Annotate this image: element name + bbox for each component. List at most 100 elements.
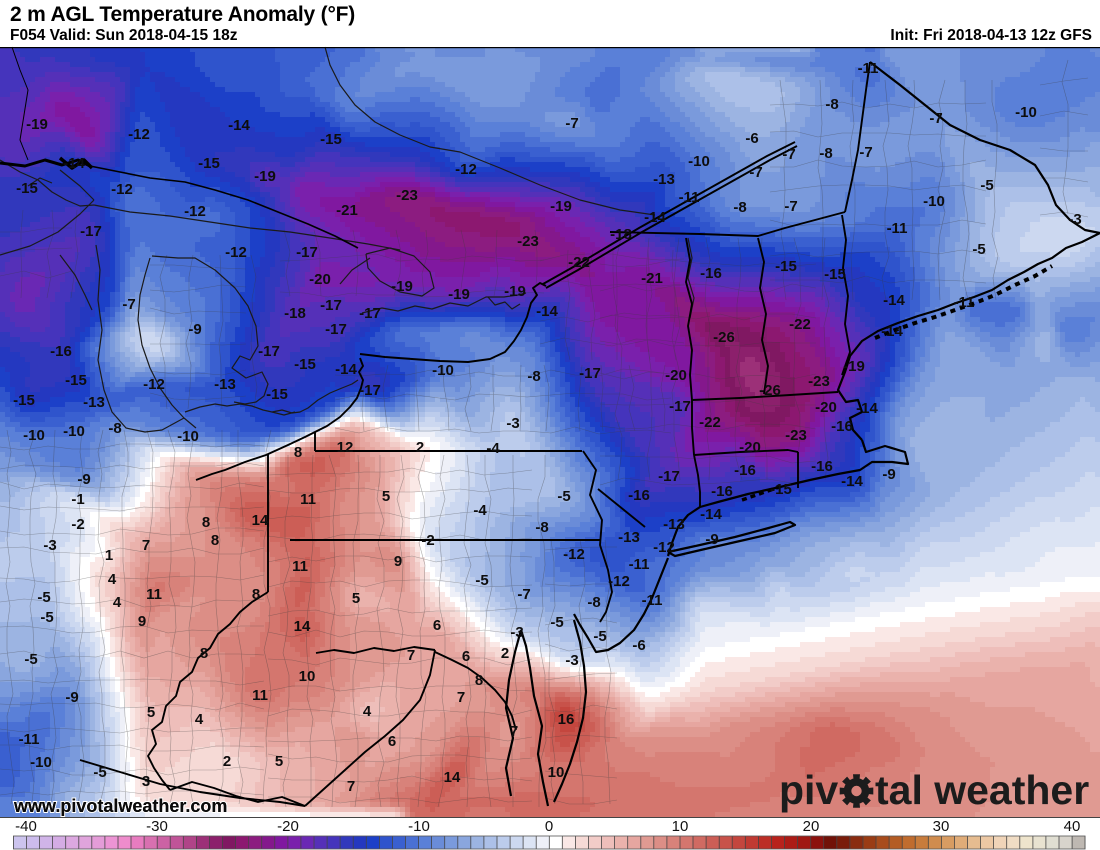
svg-text:14: 14 xyxy=(252,512,269,529)
svg-text:-7: -7 xyxy=(565,115,578,132)
svg-text:-9: -9 xyxy=(65,689,78,706)
svg-text:8: 8 xyxy=(294,444,302,461)
svg-text:4: 4 xyxy=(195,711,204,728)
svg-text:-14: -14 xyxy=(228,117,250,134)
svg-text:10: 10 xyxy=(672,818,689,835)
svg-text:-5: -5 xyxy=(24,651,37,668)
svg-text:-14: -14 xyxy=(536,303,558,320)
svg-text:-5: -5 xyxy=(980,177,993,194)
svg-text:-7: -7 xyxy=(749,164,762,181)
svg-text:-9: -9 xyxy=(882,466,895,483)
svg-text:piv: piv xyxy=(779,767,838,813)
svg-text:-17: -17 xyxy=(359,305,381,322)
svg-text:-20: -20 xyxy=(815,399,837,416)
svg-text:-11: -11 xyxy=(887,220,908,237)
svg-text:-2: -2 xyxy=(421,532,434,549)
svg-text:-23: -23 xyxy=(396,187,418,204)
svg-text:-11: -11 xyxy=(19,731,40,748)
svg-text:-15: -15 xyxy=(266,386,288,403)
svg-text:8: 8 xyxy=(475,672,483,689)
svg-text:-10: -10 xyxy=(23,427,45,444)
svg-text:-26: -26 xyxy=(713,329,735,346)
svg-text:8: 8 xyxy=(202,514,210,531)
svg-text:-7: -7 xyxy=(782,146,795,163)
svg-text:7: 7 xyxy=(510,723,518,740)
svg-text:-15: -15 xyxy=(198,155,220,172)
svg-text:5: 5 xyxy=(382,488,390,505)
svg-text:-18: -18 xyxy=(610,226,632,243)
svg-text:-5: -5 xyxy=(550,614,563,631)
svg-text:30: 30 xyxy=(933,818,950,835)
svg-text:2: 2 xyxy=(501,645,509,662)
svg-text:-14: -14 xyxy=(841,473,863,490)
svg-text:-14: -14 xyxy=(881,323,903,340)
svg-text:-4: -4 xyxy=(486,440,500,457)
svg-text:-5: -5 xyxy=(972,241,985,258)
svg-text:-10: -10 xyxy=(923,193,945,210)
svg-text:-14: -14 xyxy=(63,155,85,172)
svg-text:-21: -21 xyxy=(641,270,663,287)
svg-text:-5: -5 xyxy=(557,488,570,505)
svg-text:-20: -20 xyxy=(277,818,299,835)
svg-text:-12: -12 xyxy=(653,539,675,556)
svg-text:-8: -8 xyxy=(587,594,600,611)
svg-text:-14: -14 xyxy=(335,361,357,378)
svg-text:-9: -9 xyxy=(705,531,718,548)
svg-text:-16: -16 xyxy=(700,265,722,282)
svg-text:4: 4 xyxy=(363,703,372,720)
svg-text:-12: -12 xyxy=(111,181,133,198)
svg-text:7: 7 xyxy=(347,778,355,795)
svg-text:-16: -16 xyxy=(734,462,756,479)
svg-text:-16: -16 xyxy=(831,418,853,435)
svg-text:-10: -10 xyxy=(30,754,52,771)
svg-text:-15: -15 xyxy=(13,392,35,409)
svg-text:-3: -3 xyxy=(1068,211,1081,228)
svg-text:-7: -7 xyxy=(517,586,530,603)
svg-text:-5: -5 xyxy=(37,589,50,606)
svg-text:5: 5 xyxy=(352,590,360,607)
svg-text:-10: -10 xyxy=(408,818,430,835)
svg-text:-10: -10 xyxy=(432,362,454,379)
svg-text:-3: -3 xyxy=(506,415,519,432)
svg-text:0: 0 xyxy=(545,818,553,835)
svg-text:-19: -19 xyxy=(391,278,413,295)
svg-text:-15: -15 xyxy=(770,481,792,498)
svg-text:6: 6 xyxy=(462,648,470,665)
svg-text:-9: -9 xyxy=(188,321,201,338)
svg-text:11: 11 xyxy=(300,491,316,508)
svg-text:4: 4 xyxy=(113,594,122,611)
svg-text:-12: -12 xyxy=(563,546,585,563)
svg-text:-14: -14 xyxy=(883,292,905,309)
svg-text:-21: -21 xyxy=(336,202,358,219)
svg-text:-16: -16 xyxy=(628,487,650,504)
svg-text:8: 8 xyxy=(200,645,208,662)
svg-text:-22: -22 xyxy=(699,414,721,431)
svg-text:16: 16 xyxy=(558,711,575,728)
svg-text:-8: -8 xyxy=(535,519,548,536)
svg-text:-7: -7 xyxy=(122,296,135,313)
svg-text:-15: -15 xyxy=(294,356,316,373)
svg-text:-16: -16 xyxy=(811,458,833,475)
svg-text:-9: -9 xyxy=(77,471,90,488)
svg-text:-14: -14 xyxy=(700,506,722,523)
svg-text:-6: -6 xyxy=(632,637,645,654)
svg-text:-7: -7 xyxy=(859,144,872,161)
svg-text:10: 10 xyxy=(548,764,565,781)
svg-text:-3: -3 xyxy=(510,624,523,641)
svg-text:-15: -15 xyxy=(824,266,846,283)
svg-text:www.pivotalweather.com: www.pivotalweather.com xyxy=(13,796,227,816)
svg-text:-19: -19 xyxy=(550,198,572,215)
svg-text:-23: -23 xyxy=(808,373,830,390)
svg-text:-30: -30 xyxy=(146,818,168,835)
svg-text:-17: -17 xyxy=(669,398,691,415)
svg-text:-12: -12 xyxy=(608,573,630,590)
svg-text:-10: -10 xyxy=(177,428,199,445)
svg-text:-7: -7 xyxy=(784,198,797,215)
svg-text:-23: -23 xyxy=(785,427,807,444)
svg-text:10: 10 xyxy=(299,668,316,685)
svg-text:-20: -20 xyxy=(309,271,331,288)
svg-text:-5: -5 xyxy=(40,609,53,626)
svg-text:-17: -17 xyxy=(359,382,381,399)
svg-text:-12: -12 xyxy=(184,203,206,220)
svg-text:12: 12 xyxy=(337,439,354,456)
